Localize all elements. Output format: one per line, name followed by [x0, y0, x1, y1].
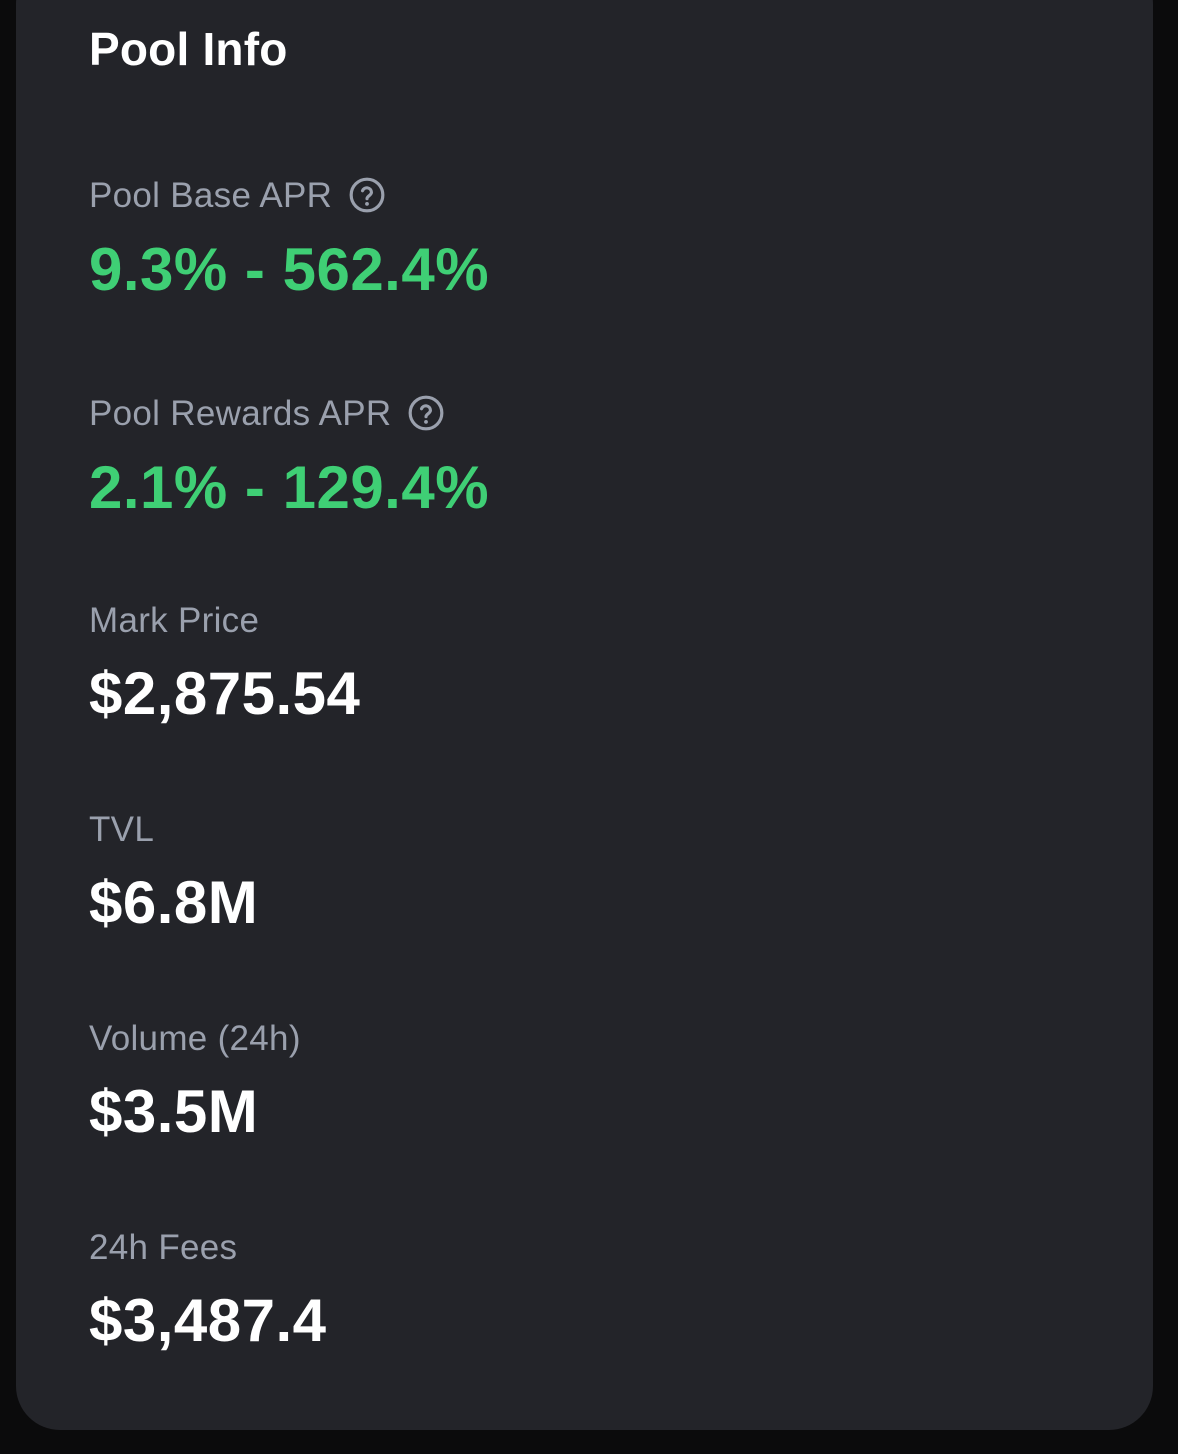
stat-label: 24h Fees	[89, 1228, 238, 1267]
stat-label-row: 24h Fees	[89, 1230, 327, 1265]
question-circle-icon[interactable]	[348, 176, 386, 214]
stat-label-row: Volume (24h)	[89, 1021, 301, 1056]
stat-value: $3,487.4	[89, 1287, 327, 1354]
stat-label: Pool Rewards APR	[89, 393, 392, 433]
question-circle-icon[interactable]	[407, 394, 445, 432]
stat-label: TVL	[89, 810, 155, 849]
stat-volume-24h: Volume (24h) $3.5M	[89, 1021, 301, 1142]
stat-pool-base-apr: Pool Base APR 9.3% - 562.4%	[89, 176, 489, 300]
stat-label-row: Mark Price	[89, 603, 360, 638]
stat-mark-price: Mark Price $2,875.54	[89, 603, 360, 724]
stat-24h-fees: 24h Fees $3,487.4	[89, 1230, 327, 1351]
pool-info-content: Pool Info Pool Base APR 9.3% - 562.4% Po…	[89, 0, 1153, 1430]
stat-value: 2.1% - 129.4%	[89, 454, 490, 521]
panel-title: Pool Info	[89, 23, 288, 75]
stat-label-row: Pool Base APR	[89, 176, 489, 214]
stat-label-row: TVL	[89, 812, 258, 847]
stat-label: Pool Base APR	[89, 175, 333, 215]
stat-value: $6.8M	[89, 869, 259, 936]
stat-value: 9.3% - 562.4%	[89, 236, 490, 303]
stat-value: $3.5M	[89, 1078, 259, 1145]
stat-value: $2,875.54	[89, 660, 361, 727]
pool-info-panel: Pool Info Pool Base APR 9.3% - 562.4% Po…	[16, 0, 1153, 1430]
stat-label: Mark Price	[89, 601, 260, 640]
stat-label-row: Pool Rewards APR	[89, 394, 489, 432]
stat-pool-rewards-apr: Pool Rewards APR 2.1% - 129.4%	[89, 394, 489, 518]
stat-tvl: TVL $6.8M	[89, 812, 258, 933]
stat-label: Volume (24h)	[89, 1019, 301, 1058]
